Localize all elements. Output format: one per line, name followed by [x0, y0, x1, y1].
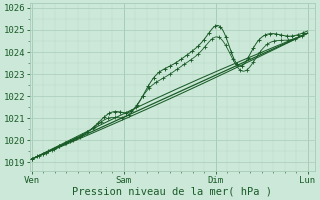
X-axis label: Pression niveau de la mer( hPa ): Pression niveau de la mer( hPa )	[72, 187, 272, 197]
